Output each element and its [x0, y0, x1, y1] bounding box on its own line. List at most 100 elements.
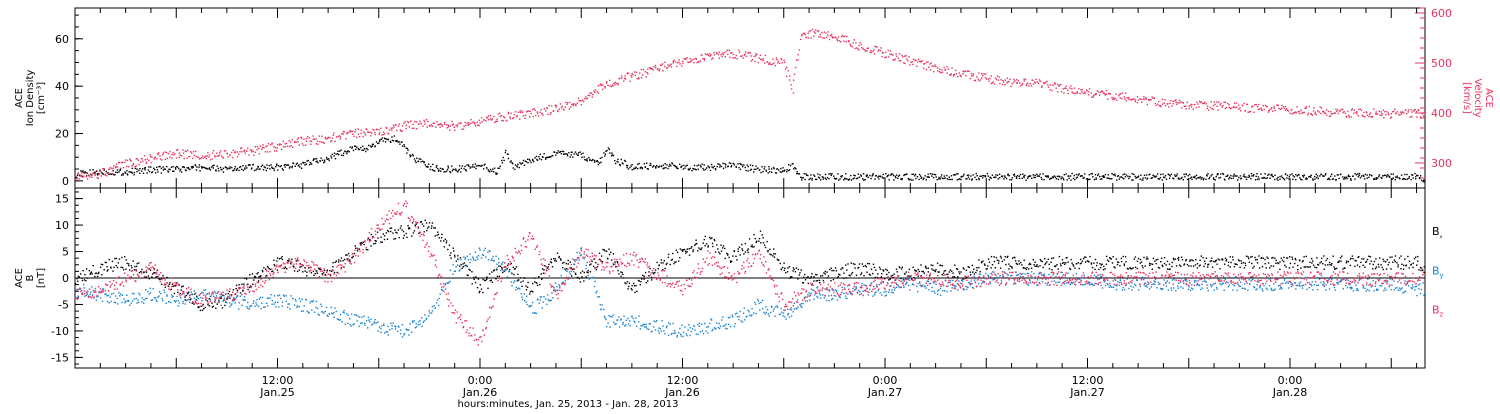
plasma-point: [1017, 83, 1018, 84]
mag-point: [233, 298, 234, 299]
plasma-point: [581, 104, 582, 105]
mag-point: [1424, 266, 1425, 267]
plasma-point: [283, 146, 284, 147]
plasma-point: [255, 152, 256, 153]
plasma-point: [176, 157, 177, 158]
mag-point: [1257, 262, 1258, 263]
plasma-point: [1171, 174, 1172, 175]
plasma-point: [128, 166, 129, 167]
mag-point: [732, 255, 733, 256]
mag-point: [311, 272, 312, 273]
plasma-point: [550, 114, 551, 115]
plasma-point: [955, 70, 956, 71]
mag-point: [289, 308, 290, 309]
plasma-point: [1326, 114, 1327, 115]
mag-point: [333, 312, 334, 313]
mag-point: [366, 249, 367, 250]
plasma-point: [1385, 175, 1386, 176]
plasma-point: [1272, 110, 1273, 111]
plasma-point: [587, 160, 588, 161]
plasma-point: [406, 152, 407, 153]
plasma-point: [626, 167, 627, 168]
plasma-point: [112, 173, 113, 174]
plasma-point: [493, 116, 494, 117]
mag-point: [532, 291, 533, 292]
plasma-point: [1133, 174, 1134, 175]
mag-point: [386, 232, 387, 233]
plasma-point: [179, 170, 180, 171]
mag-point: [413, 232, 414, 233]
plasma-point: [1146, 98, 1147, 99]
plasma-point: [865, 179, 866, 180]
plasma-point: [1311, 113, 1312, 114]
plasma-point: [1207, 108, 1208, 109]
plasma-point: [708, 55, 709, 56]
mag-point: [246, 306, 247, 307]
mag-point: [679, 257, 680, 258]
plasma-point: [738, 50, 739, 51]
plasma-point: [1079, 173, 1080, 174]
mag-point: [220, 296, 221, 297]
plasma-point: [1222, 106, 1223, 107]
mag-point: [1376, 266, 1377, 267]
mag-point: [256, 304, 257, 305]
plasma-point: [412, 128, 413, 129]
mag-point: [760, 242, 761, 243]
mag-point: [1091, 263, 1092, 264]
plasma-point: [1211, 101, 1212, 102]
mag-point: [1121, 261, 1122, 262]
plasma-point: [1086, 90, 1087, 91]
plasma-point: [131, 165, 132, 166]
mag-point: [588, 270, 589, 271]
plasma-point: [1339, 178, 1340, 179]
mag-point: [1116, 258, 1117, 259]
plasma-point: [718, 163, 719, 164]
mag-point: [315, 307, 316, 308]
plasma-point: [917, 61, 918, 62]
plasma-point: [292, 139, 293, 140]
mag-point: [884, 278, 885, 279]
plasma-point: [809, 31, 810, 32]
mag-point: [373, 243, 374, 244]
plasma-point: [1185, 108, 1186, 109]
mag-point: [435, 227, 436, 228]
plasma-point: [985, 73, 986, 74]
plasma-point: [1064, 88, 1065, 89]
mag-point: [741, 244, 742, 245]
mag-point: [1230, 262, 1231, 263]
plasma-point: [961, 76, 962, 77]
plasma-point: [1176, 102, 1177, 103]
mag-point: [100, 267, 101, 268]
plasma-point: [912, 64, 913, 65]
plasma-point: [1303, 176, 1304, 177]
plasma-point: [505, 152, 506, 153]
mag-left-tick-label: 15: [55, 193, 69, 206]
plasma-point: [444, 124, 445, 125]
plasma-point: [1060, 84, 1061, 85]
plasma-point: [550, 156, 551, 157]
mag-point: [742, 250, 743, 251]
mag-point: [647, 280, 648, 281]
mag-point: [1371, 261, 1372, 262]
plasma-point: [488, 115, 489, 116]
plasma-point: [844, 36, 845, 37]
plasma-point: [704, 58, 705, 59]
mag-point: [1169, 264, 1170, 265]
plasma-point: [1061, 91, 1062, 92]
plasma-point: [1169, 103, 1170, 104]
mag-point: [1004, 259, 1005, 260]
mag-point: [1029, 263, 1030, 264]
mag-point: [467, 266, 468, 267]
mag-point: [1266, 267, 1267, 268]
plasma-point: [179, 157, 180, 158]
mag-point: [119, 258, 120, 259]
plasma-point: [1401, 113, 1402, 114]
plasma-point: [340, 149, 341, 150]
mag-point: [205, 297, 206, 298]
mag-point: [1096, 265, 1097, 266]
mag-point: [359, 248, 360, 249]
plasma-point: [276, 150, 277, 151]
mag-point: [1211, 258, 1212, 259]
mag-point: [300, 301, 301, 302]
mag-point: [562, 267, 563, 268]
